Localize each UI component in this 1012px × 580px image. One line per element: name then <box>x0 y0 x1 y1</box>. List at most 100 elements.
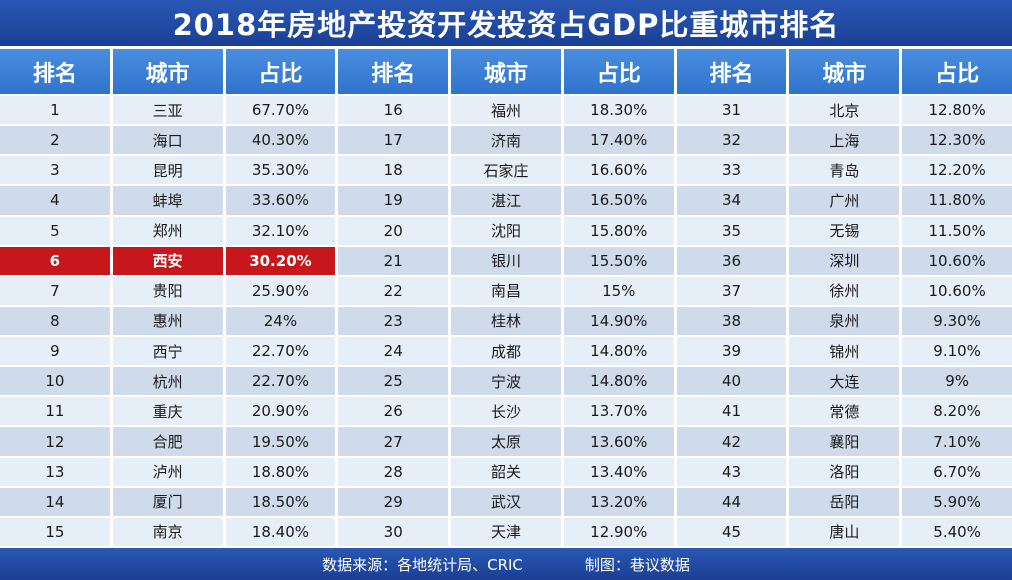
share-cell: 6.70% <box>902 457 1012 486</box>
rank-cell: 28 <box>338 457 449 486</box>
rank-cell: 14 <box>0 487 110 516</box>
city-cell: 海口 <box>112 126 223 155</box>
city-cell: 广州 <box>789 186 900 215</box>
city-cell: 大连 <box>789 367 900 396</box>
share-cell: 19.50% <box>225 427 336 456</box>
share-cell: 13.70% <box>563 397 674 426</box>
column-header: 城市 <box>112 49 223 94</box>
rank-cell: 20 <box>338 216 449 245</box>
rank-cell: 6 <box>0 246 110 275</box>
rank-cell: 3 <box>0 156 110 185</box>
rank-cell: 19 <box>338 186 449 215</box>
rank-cell: 42 <box>676 427 787 456</box>
share-cell: 13.40% <box>563 457 674 486</box>
rank-cell: 23 <box>338 306 449 336</box>
city-cell: 银川 <box>451 246 561 275</box>
share-cell: 11.50% <box>902 216 1012 245</box>
column-header: 排名 <box>338 49 449 94</box>
city-cell: 上海 <box>789 126 900 155</box>
city-cell: 北京 <box>789 96 900 125</box>
share-cell: 14.80% <box>563 367 674 396</box>
city-cell: 泸州 <box>112 457 223 486</box>
rank-cell: 15 <box>0 517 110 546</box>
city-cell: 岳阳 <box>789 487 900 516</box>
share-cell: 15.50% <box>563 246 674 275</box>
share-cell: 14.80% <box>563 337 674 366</box>
city-cell: 西宁 <box>112 337 223 366</box>
share-cell: 16.50% <box>563 186 674 215</box>
share-cell: 25.90% <box>225 276 336 305</box>
city-cell: 西安 <box>112 246 223 275</box>
share-cell: 12.30% <box>902 126 1012 155</box>
rank-cell: 30 <box>338 517 449 546</box>
rank-cell: 18 <box>338 156 449 185</box>
city-cell: 太原 <box>451 427 561 456</box>
rank-cell: 32 <box>676 126 787 155</box>
city-cell: 杭州 <box>112 367 223 396</box>
rank-cell: 21 <box>338 246 449 275</box>
rank-cell: 22 <box>338 276 449 305</box>
rank-cell: 26 <box>338 397 449 426</box>
rank-cell: 35 <box>676 216 787 245</box>
rank-cell: 36 <box>676 246 787 275</box>
column-header: 占比 <box>902 49 1012 94</box>
rank-cell: 25 <box>338 367 449 396</box>
city-cell: 天津 <box>451 517 561 546</box>
rank-cell: 34 <box>676 186 787 215</box>
share-cell: 30.20% <box>225 246 336 275</box>
city-cell: 襄阳 <box>789 427 900 456</box>
footer-credit: 制图：巷议数据 <box>584 555 690 574</box>
page-title: 2018年房地产投资开发投资占GDP比重城市排名 <box>0 0 1012 46</box>
share-cell: 18.50% <box>225 487 336 516</box>
share-cell: 67.70% <box>225 96 336 125</box>
city-cell: 三亚 <box>112 96 223 125</box>
rank-cell: 31 <box>676 96 787 125</box>
city-cell: 福州 <box>451 96 561 125</box>
rank-cell: 24 <box>338 337 449 366</box>
city-cell: 昆明 <box>112 156 223 185</box>
city-cell: 合肥 <box>112 427 223 456</box>
city-cell: 长沙 <box>451 397 561 426</box>
share-cell: 10.60% <box>902 246 1012 275</box>
column-header: 排名 <box>0 49 110 94</box>
rank-cell: 40 <box>676 367 787 396</box>
city-cell: 重庆 <box>112 397 223 426</box>
city-cell: 湛江 <box>451 186 561 215</box>
share-cell: 20.90% <box>225 397 336 426</box>
share-cell: 9% <box>902 367 1012 396</box>
share-cell: 33.60% <box>225 186 336 215</box>
rank-cell: 2 <box>0 126 110 155</box>
city-cell: 成都 <box>451 337 561 366</box>
share-cell: 17.40% <box>563 126 674 155</box>
share-cell: 15.80% <box>563 216 674 245</box>
rank-cell: 7 <box>0 276 110 305</box>
city-cell: 泉州 <box>789 306 900 336</box>
ranking-table: 排名 城市 占比 排名 城市 占比 排名 城市 占比 1 三亚 67.70% 16 福州 18.30% 31 北… <box>0 49 1012 546</box>
rank-cell: 10 <box>0 367 110 396</box>
city-cell: 石家庄 <box>451 156 561 185</box>
city-cell: 桂林 <box>451 306 561 336</box>
share-cell: 7.10% <box>902 427 1012 456</box>
rank-cell: 37 <box>676 276 787 305</box>
rank-cell: 16 <box>338 96 449 125</box>
footer-bar: 数据来源：各地统计局、CRIC 制图：巷议数据 <box>0 548 1012 580</box>
share-cell: 22.70% <box>225 367 336 396</box>
city-cell: 深圳 <box>789 246 900 275</box>
rank-cell: 29 <box>338 487 449 516</box>
share-cell: 10.60% <box>902 276 1012 305</box>
column-header: 城市 <box>451 49 561 94</box>
share-cell: 32.10% <box>225 216 336 245</box>
share-cell: 9.10% <box>902 337 1012 366</box>
share-cell: 13.20% <box>563 487 674 516</box>
city-cell: 沈阳 <box>451 216 561 245</box>
city-cell: 常德 <box>789 397 900 426</box>
city-cell: 郑州 <box>112 216 223 245</box>
column-header: 排名 <box>676 49 787 94</box>
column-header: 占比 <box>225 49 336 94</box>
share-cell: 12.80% <box>902 96 1012 125</box>
rank-cell: 43 <box>676 457 787 486</box>
rank-cell: 1 <box>0 96 110 125</box>
rank-cell: 13 <box>0 457 110 486</box>
city-cell: 贵阳 <box>112 276 223 305</box>
